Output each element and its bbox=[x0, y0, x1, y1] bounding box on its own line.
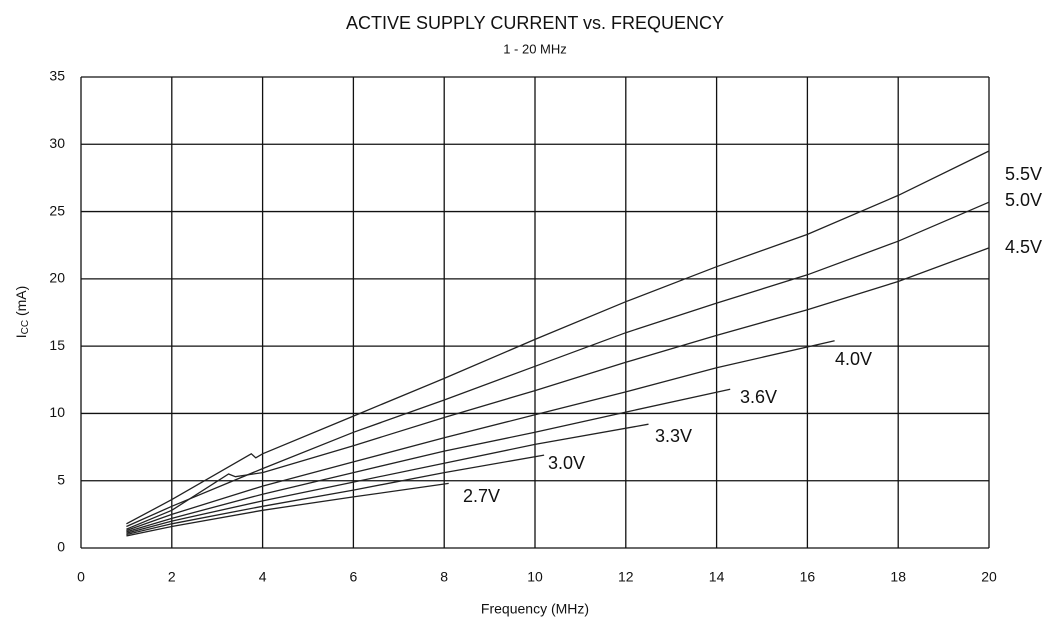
y-label-part: (mA) bbox=[13, 286, 29, 320]
series-label: 4.5V bbox=[1005, 237, 1042, 257]
y-tick-label: 10 bbox=[49, 404, 65, 420]
x-tick-label: 20 bbox=[981, 569, 997, 585]
y-tick-label: 0 bbox=[57, 539, 65, 555]
series-label: 3.0V bbox=[548, 453, 585, 473]
y-tick-label: 30 bbox=[49, 135, 65, 151]
y-axis-label: ICC (mA) bbox=[13, 286, 31, 339]
chart-title: ACTIVE SUPPLY CURRENT vs. FREQUENCY bbox=[346, 13, 724, 33]
y-label-part: I bbox=[13, 334, 29, 338]
x-tick-label: 16 bbox=[800, 569, 816, 585]
series-label: 5.0V bbox=[1005, 190, 1042, 210]
series-line bbox=[126, 388, 731, 533]
series-line bbox=[126, 482, 449, 537]
x-tick-label: 2 bbox=[168, 569, 176, 585]
y-tick-label: 25 bbox=[49, 202, 65, 218]
x-tick-label: 12 bbox=[618, 569, 634, 585]
series-label: 3.3V bbox=[655, 426, 692, 446]
series-line bbox=[126, 340, 835, 532]
chart-subtitle: 1 - 20 MHz bbox=[503, 41, 567, 56]
y-tick-label: 20 bbox=[49, 270, 65, 286]
series-label: 3.6V bbox=[740, 387, 777, 407]
x-axis-label: Frequency (MHz) bbox=[481, 601, 589, 617]
series-line bbox=[126, 150, 990, 525]
x-tick-label: 14 bbox=[709, 569, 725, 585]
series-line bbox=[126, 201, 990, 528]
series-line bbox=[126, 423, 649, 534]
x-tick-label: 8 bbox=[440, 569, 448, 585]
series-label: 2.7V bbox=[463, 486, 500, 506]
y-tick-label: 15 bbox=[49, 337, 65, 353]
series-label: 4.0V bbox=[835, 349, 872, 369]
series-line bbox=[126, 247, 990, 530]
x-tick-label: 18 bbox=[890, 569, 906, 585]
x-tick-label: 10 bbox=[527, 569, 543, 585]
series-line bbox=[126, 454, 545, 536]
x-tick-label: 4 bbox=[259, 569, 267, 585]
y-tick-label: 35 bbox=[49, 68, 65, 84]
x-tick-label: 6 bbox=[350, 569, 358, 585]
series-label: 5.5V bbox=[1005, 164, 1042, 184]
y-label-sub: CC bbox=[20, 320, 31, 334]
x-tick-label: 0 bbox=[77, 569, 85, 585]
y-tick-label: 5 bbox=[57, 471, 65, 487]
